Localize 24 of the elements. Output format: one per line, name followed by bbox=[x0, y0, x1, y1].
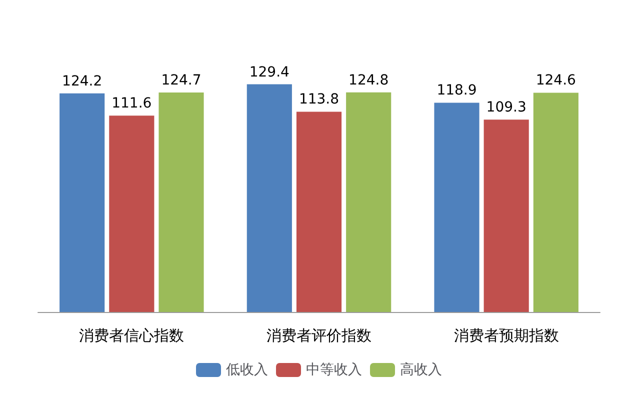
data-label: 113.8 bbox=[298, 92, 340, 108]
bar bbox=[346, 92, 392, 312]
x-tick-label: 消费者预期指数 bbox=[454, 326, 559, 344]
bar bbox=[60, 93, 105, 312]
x-tick-label: 消费者信心指数 bbox=[79, 326, 184, 344]
legend-label: 高收入 bbox=[400, 362, 442, 378]
bar bbox=[434, 102, 480, 312]
data-label: 118.9 bbox=[436, 82, 477, 99]
bar bbox=[109, 116, 154, 312]
data-label: 124.2 bbox=[62, 73, 102, 90]
bar bbox=[246, 84, 292, 312]
data-label: 129.4 bbox=[249, 64, 290, 80]
legend-label: 中等收入 bbox=[306, 362, 362, 378]
bar bbox=[533, 92, 578, 312]
bar bbox=[296, 112, 342, 312]
bar bbox=[484, 120, 529, 312]
data-label: 111.6 bbox=[112, 96, 152, 112]
bar bbox=[158, 92, 204, 312]
x-tick-label: 消费者评价指数 bbox=[266, 326, 372, 344]
data-label: 124.7 bbox=[161, 72, 202, 89]
legend-label: 低收入 bbox=[226, 362, 268, 378]
data-label: 124.8 bbox=[348, 72, 389, 88]
data-label: 109.3 bbox=[486, 100, 526, 116]
data-label: 124.6 bbox=[536, 72, 576, 89]
